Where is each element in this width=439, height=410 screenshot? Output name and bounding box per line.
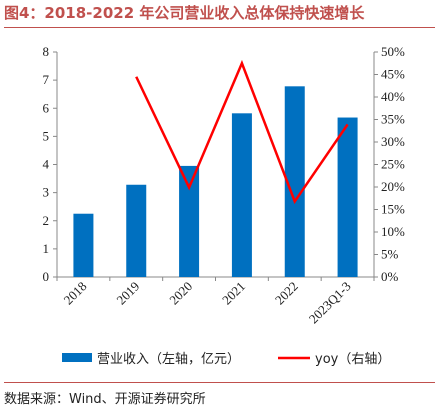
left-tick-label: 2 (43, 213, 50, 228)
right-tick-label: 30% (381, 134, 405, 149)
revenue-bar (284, 86, 305, 277)
right-tick-label: 0% (381, 269, 399, 284)
right-tick-label: 35% (381, 112, 405, 127)
yoy-line (135, 59, 349, 205)
x-tick-label: 2022 (272, 279, 301, 308)
x-tick-label: 2018 (61, 279, 90, 308)
right-tick-label: 15% (381, 202, 405, 217)
left-tick-label: 8 (43, 44, 50, 59)
legend-label-yoy: yoy（右轴） (315, 352, 390, 367)
right-tick-label: 10% (381, 224, 405, 239)
right-tick-label: 5% (381, 247, 399, 262)
right-tick-label: 25% (381, 157, 405, 172)
revenue-bar (73, 213, 94, 277)
right-tick-label: 20% (381, 179, 405, 194)
left-tick-label: 6 (43, 100, 50, 115)
revenue-bar (337, 117, 358, 277)
left-tick-label: 4 (43, 157, 50, 172)
source-divider (4, 382, 435, 383)
title-divider (4, 27, 435, 28)
x-tick-label: 2021 (219, 279, 248, 308)
source-note: 数据来源：Wind、开源证券研究所 (4, 392, 206, 407)
left-tick-label: 3 (43, 185, 50, 200)
x-tick-label: 2023Q1-3 (306, 279, 354, 327)
right-tick-label: 40% (381, 89, 405, 104)
legend-label-revenue: 营业收入（左轴，亿元） (97, 352, 240, 367)
left-tick-label: 1 (43, 241, 50, 256)
left-tick-label: 7 (43, 72, 50, 87)
left-tick-label: 5 (43, 128, 50, 143)
revenue-bar (231, 113, 252, 277)
revenue-bar (126, 184, 147, 277)
figure-title: 图4：2018-2022 年公司营业收入总体保持快速增长 (4, 4, 365, 22)
legend-swatch-revenue (62, 353, 92, 362)
right-tick-label: 45% (381, 67, 405, 82)
x-tick-label: 2020 (166, 279, 195, 308)
right-tick-label: 50% (381, 44, 405, 59)
left-tick-label: 0 (43, 269, 50, 284)
revenue-bar (179, 165, 200, 277)
x-tick-label: 2019 (113, 279, 142, 308)
